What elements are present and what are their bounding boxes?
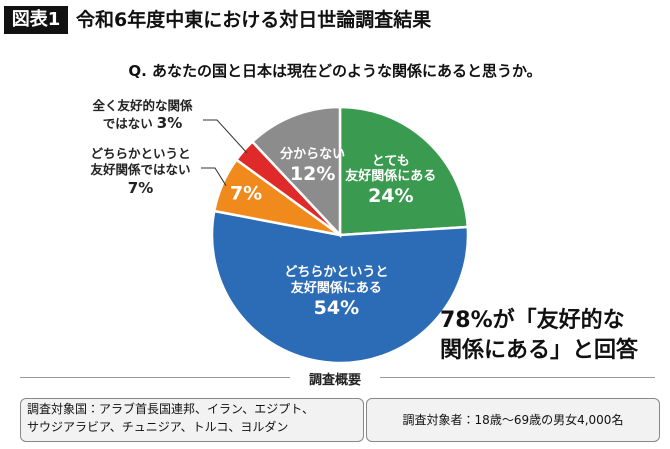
outside-label: どちらかというと 友好関係ではない 7%: [78, 146, 203, 198]
value-label: 12%: [289, 162, 336, 185]
value-label: 7%: [229, 182, 263, 205]
summary-title: 調査概要: [290, 369, 380, 388]
leader-line: [203, 119, 248, 154]
chart-title: Q. あなたの国と日本は現在どのような関係にあると思うか。: [128, 62, 542, 80]
category-label: 分からない: [280, 146, 346, 162]
slice-label: 7%: [230, 183, 262, 206]
value-label: 3%: [156, 114, 183, 133]
slice-label: 分からない 12%: [280, 147, 345, 185]
value-label: 54%: [313, 296, 360, 319]
respondents: 18歳〜69歳の男女4,000名: [474, 413, 624, 427]
slice-label: どちらかというと 友好関係にある 54%: [284, 265, 388, 319]
countries-label: 調査対象国：: [27, 402, 100, 416]
category-label: どちらかというと 友好関係にある: [284, 265, 389, 297]
countries: アラブ首長国連邦、イラン、エジプト、 サウジアラビア、チュニジア、トルコ、ヨルダ…: [27, 402, 315, 434]
countries-box: 調査対象国： アラブ首長国連邦、イラン、エジプト、 サウジアラビア、チュニジア、ト…: [20, 398, 364, 442]
badge: 図表1: [4, 6, 68, 34]
value-label: 7%: [127, 178, 154, 197]
page-title: 令和6年度中東における対日世論調査結果: [76, 9, 432, 31]
respondents-box: 調査対象者：18歳〜69歳の男女4,000名: [366, 398, 660, 442]
pie-slice: [338, 105, 470, 237]
category-label: 全く友好的な関係 ではない: [92, 98, 193, 132]
pie-slice: [250, 105, 342, 239]
slice-label: とても 友好関係にある 24%: [345, 154, 436, 208]
pie-slice: [210, 209, 470, 365]
category-label: とても 友好関係にある: [345, 153, 437, 185]
leader-line: [201, 167, 227, 186]
annotation: 78%が「友好的な 関係にある」と回答: [440, 308, 639, 363]
respondents-label: 調査対象者：: [402, 413, 475, 427]
value-label: 24%: [368, 185, 414, 208]
category-label: どちらかというと 友好関係ではない: [90, 146, 191, 178]
outside-label: 全く友好的な関係 ではない 3%: [80, 98, 205, 134]
